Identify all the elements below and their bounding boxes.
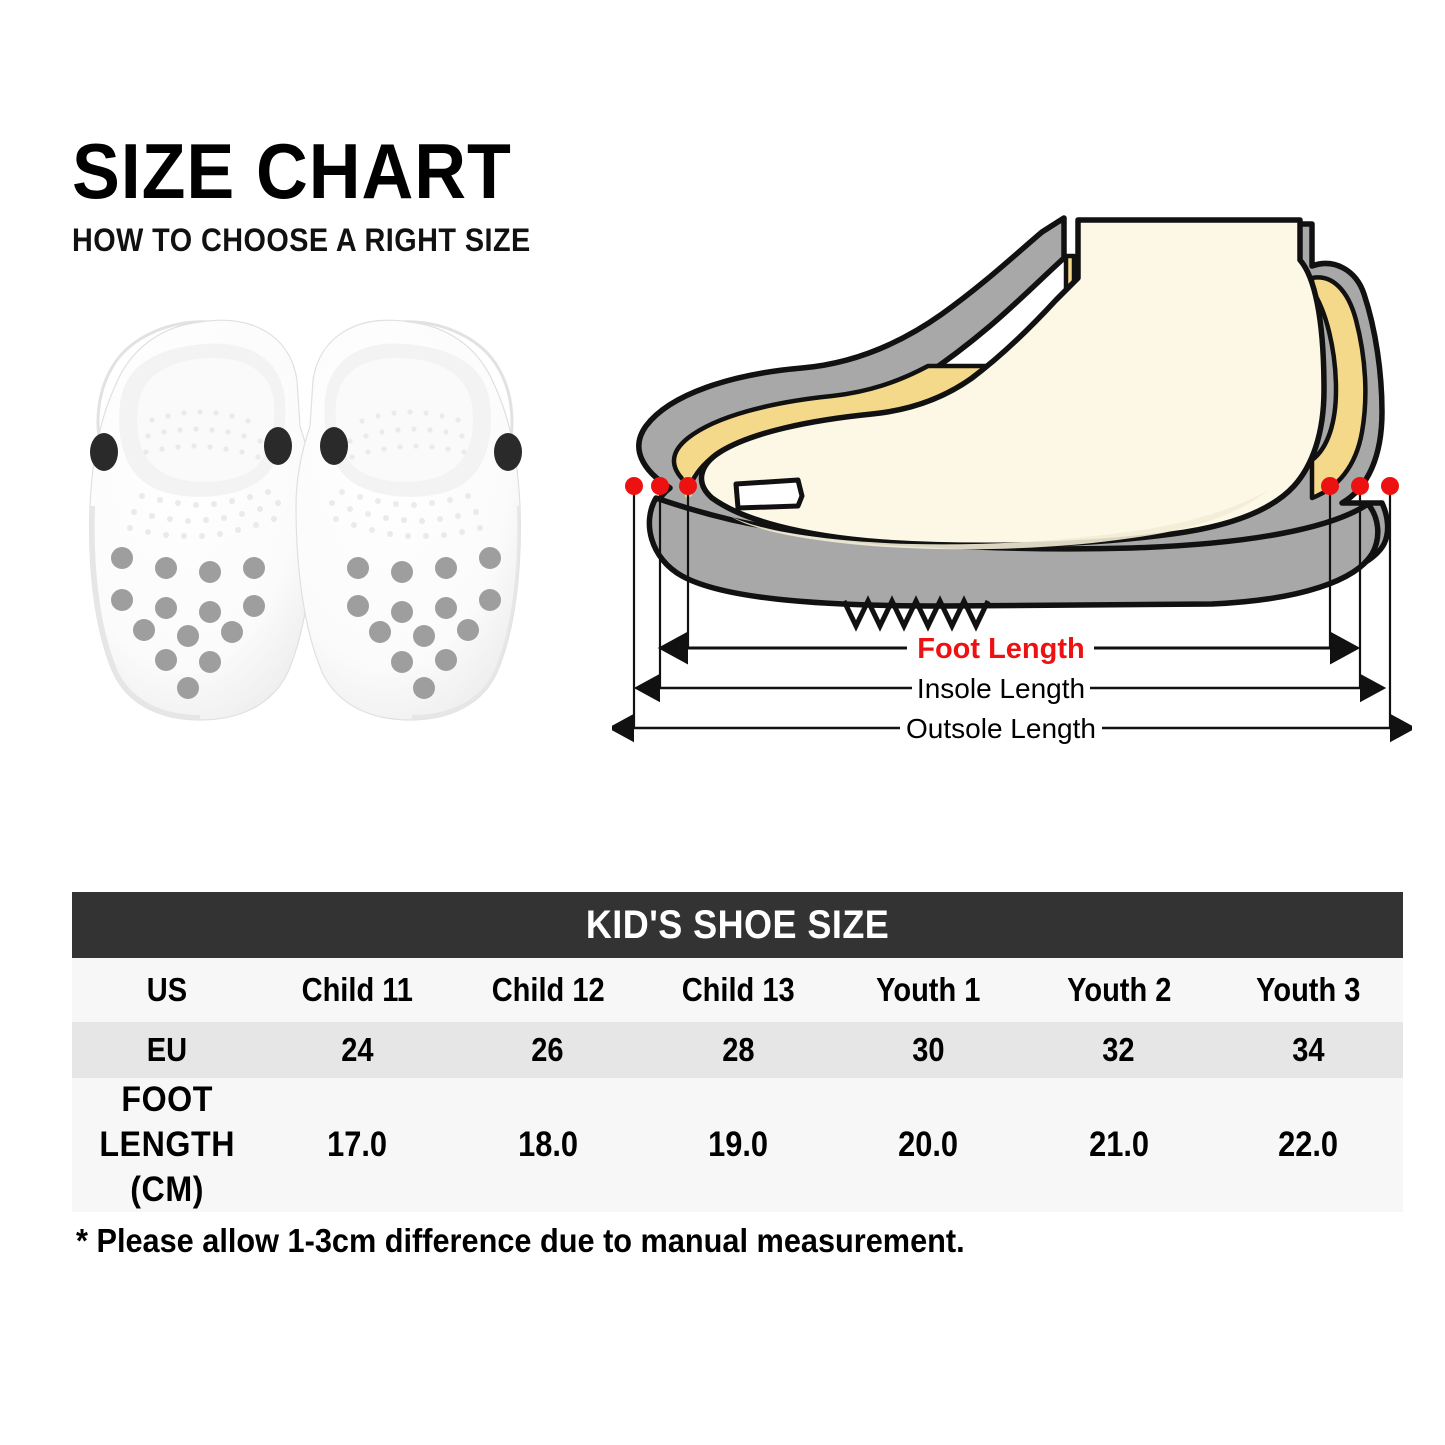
row-label-foot-length: FOOT LENGTH (CM)	[72, 1078, 263, 1213]
cell-len-1: 18.0	[452, 1078, 643, 1213]
clogs-illustration	[78, 296, 528, 726]
right-clog-rivet-outer	[320, 427, 348, 465]
marker-dot-foot-toe	[679, 477, 697, 495]
right-clog	[295, 319, 522, 721]
cell-eu-1: 26	[452, 1022, 643, 1078]
cell-us-1: Child 12	[452, 958, 643, 1022]
left-clog	[89, 319, 315, 721]
row-label-foot-length-line2: LENGTH (CM)	[99, 1124, 236, 1209]
cell-us-3: Youth 1	[833, 958, 1024, 1022]
insole-layer-heel	[1309, 275, 1368, 501]
row-label-eu: EU	[72, 1022, 263, 1078]
footnote: * Please allow 1-3cm difference due to m…	[76, 1222, 965, 1259]
foot-length-label: Foot Length	[917, 633, 1085, 665]
cell-len-0: 17.0	[262, 1078, 453, 1213]
cell-us-5: Youth 3	[1213, 958, 1403, 1022]
cell-eu-3: 30	[833, 1022, 1024, 1078]
row-label-us: US	[72, 958, 263, 1022]
left-clog-vent-holes	[111, 547, 265, 699]
cell-eu-5: 34	[1213, 1022, 1403, 1078]
measurement-markers	[625, 477, 1399, 495]
left-clog-rivet-outer	[264, 427, 292, 465]
marker-dot-insole-heel	[1351, 477, 1369, 495]
left-clog-footbed	[137, 357, 275, 482]
table-row-foot-length: FOOT LENGTH (CM) 17.0 18.0 19.0 20.0 21.…	[72, 1078, 1403, 1213]
foot-diagram: Foot Length Insole Length Outsole Length	[607, 198, 1417, 753]
table-row-us: US Child 11 Child 12 Child 13 Youth 1 Yo…	[72, 958, 1403, 1022]
table-banner-row: KID'S SHOE SIZE	[72, 892, 1403, 958]
outsole-length-label: Outsole Length	[906, 713, 1096, 744]
size-table: KID'S SHOE SIZE US Child 11 Child 12 Chi…	[72, 892, 1403, 1213]
sole-tread-zigzag	[841, 595, 991, 632]
cell-len-4: 21.0	[1023, 1078, 1214, 1213]
right-clog-footbed	[335, 357, 473, 482]
cell-eu-4: 32	[1023, 1022, 1214, 1078]
left-clog-rivet	[90, 433, 118, 471]
dimension-outsole-length: Outsole Length	[607, 713, 1417, 744]
marker-dot-insole-toe	[651, 477, 669, 495]
cell-len-2: 19.0	[642, 1078, 834, 1213]
left-clog-texture	[127, 409, 281, 539]
foot-sole-shading	[730, 490, 1268, 550]
right-clog-vent-holes	[347, 547, 501, 699]
toenail	[733, 477, 805, 511]
insole-length-label: Insole Length	[917, 673, 1085, 704]
page-title: SIZE CHART	[72, 127, 512, 215]
cell-len-5: 22.0	[1213, 1078, 1403, 1213]
cell-eu-0: 24	[262, 1022, 453, 1078]
title-block: SIZE CHART HOW TO CHOOSE A RIGHT SIZE	[72, 127, 582, 259]
marker-dot-outsole-heel	[1381, 477, 1399, 495]
dimension-foot-length: Foot Length	[657, 631, 1361, 665]
cell-eu-2: 28	[642, 1022, 834, 1078]
marker-dot-outsole-toe	[625, 477, 643, 495]
dimension-insole-length: Insole Length	[633, 673, 1387, 704]
marker-dot-foot-heel	[1321, 477, 1339, 495]
foot-diagram-svg: Foot Length Insole Length Outsole Length	[607, 215, 1417, 744]
table-row-eu: EU 24 26 28 30 32 34	[72, 1022, 1403, 1078]
right-clog-texture	[329, 409, 483, 539]
cell-len-3: 20.0	[833, 1078, 1024, 1213]
table-banner-label: KID'S SHOE SIZE	[585, 902, 890, 947]
cell-us-4: Youth 2	[1023, 958, 1214, 1022]
clogs-svg	[89, 319, 522, 721]
cell-us-0: Child 11	[262, 958, 453, 1022]
cell-us-2: Child 13	[642, 958, 834, 1022]
right-clog-rivet	[494, 433, 522, 471]
row-label-foot-length-line1: FOOT	[121, 1080, 213, 1119]
page-subtitle: HOW TO CHOOSE A RIGHT SIZE	[72, 221, 531, 258]
table-banner-cell: KID'S SHOE SIZE	[72, 892, 1403, 958]
